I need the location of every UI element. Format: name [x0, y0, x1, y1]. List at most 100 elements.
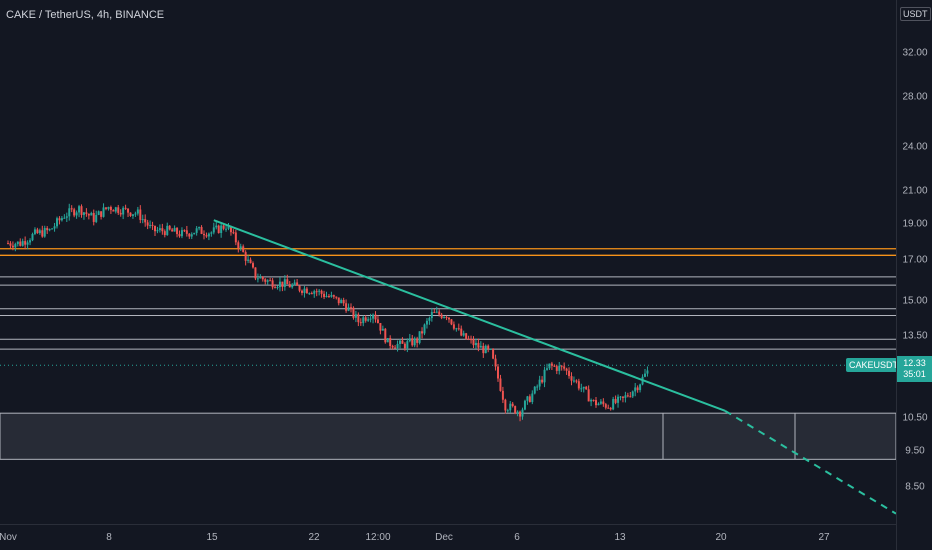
candle — [372, 314, 375, 319]
candle — [381, 328, 384, 331]
time-tick: 20 — [715, 532, 727, 543]
candle — [33, 229, 36, 234]
candle — [646, 370, 649, 374]
candle — [352, 307, 355, 318]
candle — [171, 229, 174, 232]
candle — [479, 345, 482, 348]
candle — [327, 296, 330, 298]
candle — [75, 212, 78, 216]
candle — [523, 400, 526, 410]
candle — [538, 379, 541, 387]
candle — [332, 295, 335, 297]
candle — [281, 281, 284, 287]
candle — [568, 370, 571, 377]
candle — [114, 207, 117, 212]
time-tick: 15 — [206, 532, 218, 543]
candle — [423, 324, 426, 334]
candle — [82, 212, 85, 215]
time-scale[interactable]: Nov 8 15 22 12:00 Dec 6 13 20 27 — [0, 524, 896, 550]
price-tick: 13.50 — [902, 330, 928, 342]
candle — [168, 225, 171, 230]
candle — [26, 242, 29, 245]
candle — [283, 279, 286, 287]
candle — [599, 401, 602, 404]
candle — [315, 291, 318, 293]
candle — [232, 232, 235, 234]
symbol-title[interactable]: CAKE / TetherUS, 4h, BINANCE — [6, 9, 165, 21]
candle — [408, 338, 411, 342]
candle — [553, 365, 556, 367]
candle — [467, 338, 470, 340]
candle — [134, 213, 137, 215]
candle — [60, 218, 63, 221]
candle — [210, 232, 213, 234]
candle — [271, 280, 274, 288]
candle — [345, 303, 348, 311]
candle — [102, 207, 105, 217]
candle — [631, 391, 634, 397]
candle — [136, 209, 139, 214]
candle — [46, 228, 49, 231]
candle — [354, 314, 357, 318]
candle — [200, 227, 203, 234]
candle — [117, 207, 120, 213]
candle — [254, 267, 257, 279]
candle — [234, 232, 237, 243]
candle — [85, 212, 88, 214]
candle — [531, 393, 534, 403]
candle — [636, 387, 639, 391]
candle — [249, 259, 252, 264]
candle — [53, 226, 56, 229]
candle — [7, 243, 9, 245]
candle — [560, 365, 563, 367]
candle — [19, 241, 22, 246]
candle — [546, 368, 548, 370]
candle — [178, 234, 181, 237]
candle — [73, 209, 76, 216]
candle — [112, 210, 115, 212]
candle — [266, 280, 269, 282]
candle — [602, 401, 605, 405]
candle — [264, 279, 267, 282]
candle — [418, 331, 421, 343]
candle — [198, 227, 201, 229]
candle — [487, 345, 490, 349]
candle — [323, 293, 326, 297]
candle — [269, 280, 272, 282]
price-chart[interactable] — [0, 0, 896, 524]
price-tick: 10.50 — [902, 412, 928, 424]
support-zone — [0, 412, 896, 460]
candle — [484, 345, 487, 354]
currency-button[interactable]: USDT — [900, 7, 931, 21]
candle — [399, 340, 401, 344]
price-tick: 28.00 — [902, 91, 928, 103]
time-tick: 13 — [614, 532, 626, 543]
candle — [43, 228, 46, 237]
candle — [401, 340, 404, 344]
candle — [163, 231, 166, 236]
candle — [305, 288, 308, 294]
candle — [489, 348, 492, 350]
candle — [460, 328, 463, 336]
candle — [558, 365, 561, 371]
candle — [237, 242, 240, 249]
candle — [421, 331, 424, 334]
candle — [362, 317, 365, 324]
candle — [403, 343, 406, 349]
candle — [472, 339, 475, 346]
candle — [565, 368, 568, 371]
chart-pane[interactable]: CAKE / TetherUS, 4h, BINANCE CAKEUSDT — [0, 0, 902, 524]
candle — [425, 320, 428, 325]
candle — [318, 290, 321, 292]
candle — [205, 235, 208, 237]
candle — [585, 386, 588, 390]
price-scale[interactable]: USDT 32.00 28.00 24.00 21.00 19.00 17.00 15.00… — [896, 0, 932, 550]
candle — [644, 373, 646, 377]
candle — [48, 229, 51, 231]
candle — [411, 338, 414, 346]
candle — [195, 228, 198, 233]
candle — [347, 307, 350, 311]
candle — [433, 311, 436, 313]
candle — [188, 233, 191, 237]
candle — [11, 245, 14, 248]
